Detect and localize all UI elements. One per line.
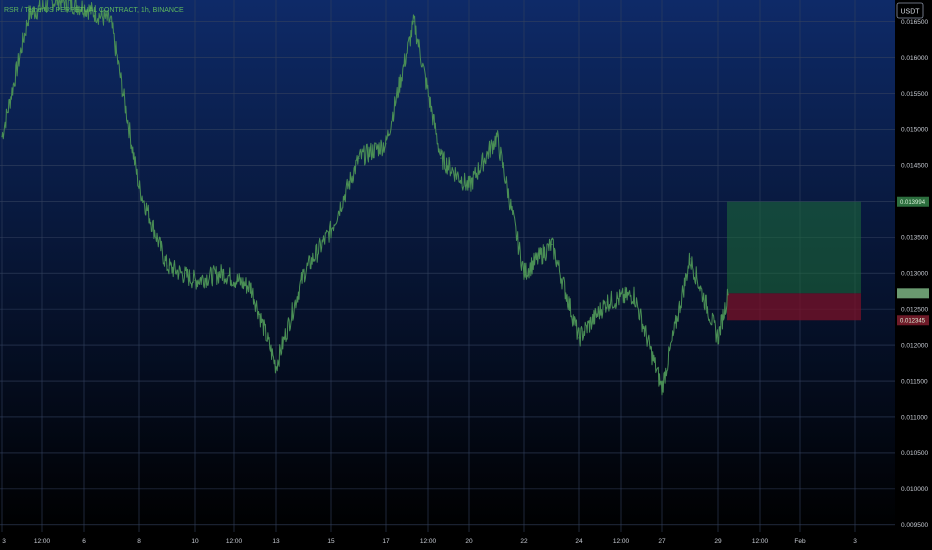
entry-price-badge-bg	[897, 288, 929, 299]
price-point	[468, 186, 470, 188]
x-tick-label: 20	[465, 538, 473, 545]
y-tick-label: 0.012000	[901, 342, 928, 349]
price-point	[440, 157, 442, 159]
unit-selector[interactable]: USDT	[896, 2, 924, 19]
x-tick-label: 12:00	[34, 538, 51, 545]
price-point	[222, 272, 224, 274]
y-tick-label: 0.013000	[901, 270, 928, 277]
y-tick-label: 0.015000	[901, 127, 928, 134]
unit-label[interactable]: USDT	[900, 9, 920, 16]
x-tick-label: 3	[853, 538, 857, 545]
price-point	[166, 265, 168, 267]
x-tick-label: 12:00	[420, 538, 437, 545]
y-tick-label: 0.016500	[901, 19, 928, 26]
price-point	[633, 294, 635, 296]
price-point	[727, 294, 729, 296]
price-axis-panel	[895, 0, 932, 550]
price-point	[55, 0, 57, 1]
price-series	[1, 0, 729, 396]
price-point	[138, 186, 140, 188]
price-axis: 0.016500 0.016000 0.015500 0.015000 0.014500…	[901, 19, 928, 529]
price-point	[275, 366, 277, 368]
x-tick-label: Feb	[794, 538, 806, 545]
x-tick-label: 12:00	[752, 538, 769, 545]
x-tick-label: 3	[2, 538, 6, 545]
y-tick-label: 0.012500	[901, 306, 928, 313]
stop-price-badge-bg	[897, 315, 929, 326]
y-tick-label: 0.010500	[901, 450, 928, 457]
y-tick-label: 0.016000	[901, 55, 928, 62]
x-tick-label: 17	[382, 538, 390, 545]
x-tick-label: 12:00	[226, 538, 243, 545]
y-tick-label: 0.009500	[901, 522, 928, 529]
x-tick-label: 10	[191, 538, 199, 545]
y-tick-label: 0.011000	[901, 414, 928, 421]
price-line	[1, 0, 729, 396]
x-tick-label: 12:00	[613, 538, 630, 545]
price-point	[496, 135, 498, 138]
x-tick-label: 6	[82, 538, 86, 545]
y-tick-label: 0.014500	[901, 163, 928, 170]
x-tick-label: 29	[714, 538, 722, 545]
price-point	[689, 258, 691, 260]
price-point	[606, 301, 608, 303]
price-point	[83, 6, 85, 8]
y-tick-label: 0.015500	[901, 91, 928, 98]
price-point	[110, 20, 112, 23]
target-price-badge-label: 0.013994	[900, 200, 926, 206]
target-price-badge-bg	[897, 196, 929, 207]
price-point	[523, 272, 525, 274]
price-point	[661, 387, 663, 389]
price-point	[28, 13, 30, 15]
y-tick-label: 0.011500	[901, 378, 928, 385]
price-point	[330, 229, 332, 231]
time-axis-panel	[0, 532, 932, 550]
price-point	[1, 135, 3, 138]
time-axis: 3 12:00 6 8 10 12:00 13 15 17 12:00 20 22 24 12:00 27 2…	[2, 538, 857, 545]
price-point	[303, 272, 305, 274]
stop-price-badge-label: 0.012345	[900, 318, 926, 324]
price-point	[578, 337, 580, 339]
price-point	[717, 337, 719, 339]
y-tick-label: 0.013500	[901, 235, 928, 242]
target-zone[interactable]	[727, 201, 861, 294]
position-zones	[727, 201, 861, 321]
price-point	[194, 279, 196, 281]
stop-zone[interactable]	[727, 293, 861, 321]
grid-layer	[0, 0, 895, 532]
price-point	[551, 243, 553, 246]
price-point	[358, 157, 360, 159]
x-tick-label: 27	[658, 538, 666, 545]
y-tick-label: 0.010000	[901, 486, 928, 493]
price-point	[413, 20, 415, 23]
x-tick-label: 13	[272, 538, 280, 545]
x-tick-label: 24	[575, 538, 583, 545]
x-tick-label: 8	[137, 538, 141, 545]
price-badges: 0.013994 0.012345	[897, 196, 929, 326]
price-point	[250, 286, 252, 289]
chart-title: RSR / TetherUS PERPETUAL CONTRACT, 1h, B…	[4, 7, 184, 14]
x-tick-label: 22	[520, 538, 528, 545]
price-point	[385, 143, 387, 145]
x-tick-label: 15	[327, 538, 335, 545]
